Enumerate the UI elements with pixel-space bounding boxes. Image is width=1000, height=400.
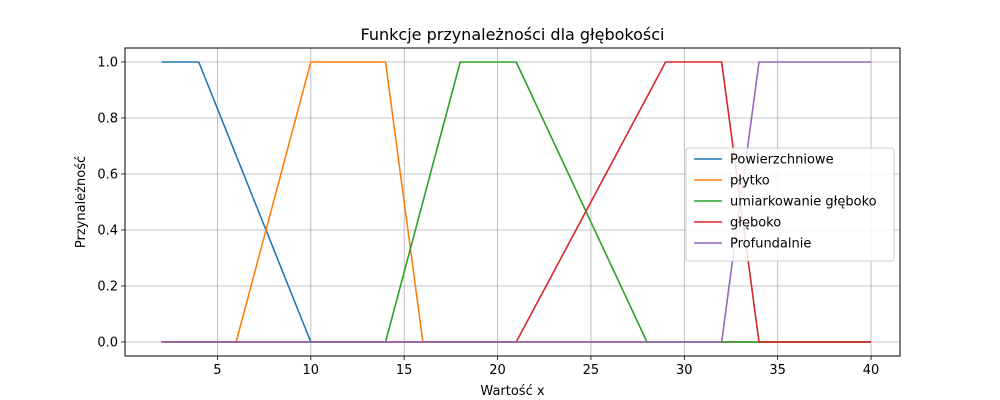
plot-frame: [124, 47, 901, 357]
y-axis-label: Przynależność: [74, 156, 89, 248]
legend-label: Powierzchniowe: [730, 153, 834, 168]
axis-ticks: 5 10 15 20 25 30 35 40 0.0 0.2 0.4 0.6 0.8 1.0: [97, 56, 879, 379]
legend-label: umiarkowanie głęboko: [730, 195, 877, 210]
x-tick-label: 40: [863, 363, 880, 378]
x-tick-label: 15: [396, 363, 413, 378]
y-tick-label: 0.6: [97, 168, 118, 183]
x-tick-label: 35: [769, 363, 786, 378]
x-tick-label: 5: [213, 363, 221, 378]
legend-label: płytko: [730, 174, 770, 189]
x-tick-label: 20: [489, 363, 506, 378]
x-tick-label: 25: [583, 363, 600, 378]
y-tick-label: 0.2: [97, 280, 118, 295]
legend: Powierzchniowe płytko umiarkowanie głęboko…: [685, 147, 895, 262]
legend-label: Profundalnie: [730, 237, 811, 252]
legend-label: głęboko: [730, 216, 781, 231]
chart-title: Funkcje przynależności dla głębokości: [361, 25, 665, 44]
x-tick-label: 10: [303, 363, 320, 378]
x-tick-label: 30: [676, 363, 693, 378]
y-tick-label: 0.0: [97, 336, 118, 351]
y-tick-label: 0.8: [97, 112, 118, 127]
legend-box: [685, 147, 895, 262]
y-tick-label: 1.0: [97, 56, 118, 71]
x-axis-label: Wartość x: [480, 384, 544, 399]
y-tick-label: 0.4: [97, 224, 118, 239]
